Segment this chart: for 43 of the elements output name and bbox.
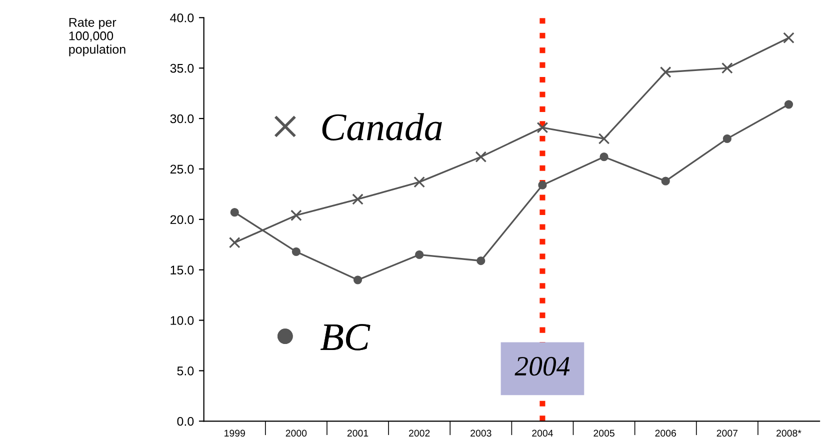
point: [598, 133, 610, 144]
y-tick-label: 30.0: [170, 114, 194, 124]
x-tick-label: 1999: [224, 430, 245, 437]
point: [661, 176, 670, 186]
x-tick-label: 2008*: [776, 430, 802, 437]
x-tick-label: 2000: [286, 430, 307, 437]
legend-label: Canada: [322, 113, 442, 140]
point: [228, 236, 240, 248]
point: [783, 32, 794, 44]
point: [414, 176, 426, 188]
point: [290, 210, 302, 222]
x-tick-label: 2002: [409, 430, 430, 437]
y-tick-label: 5.0: [177, 366, 194, 376]
point: [538, 180, 547, 190]
legend-label: BC: [320, 324, 370, 350]
point: [475, 151, 487, 163]
point: [353, 276, 362, 284]
point: [230, 208, 239, 217]
y-tick-label: 10.0: [170, 316, 194, 325]
point: [784, 100, 794, 109]
y-tick-label: 20.0: [170, 215, 194, 224]
point: [415, 250, 424, 260]
point: [476, 256, 486, 266]
point: [292, 247, 300, 256]
x-tick-label: 2004: [532, 430, 553, 437]
point: [600, 152, 608, 162]
point: [721, 62, 733, 74]
y-tick-label: 25.0: [170, 164, 194, 174]
y-tick-label: 35.0: [170, 64, 194, 73]
point: [660, 66, 672, 78]
y-tick-label: 40.0: [170, 13, 194, 22]
ref-line-label: 2004: [514, 356, 570, 376]
y-tick-label: 0.0: [177, 416, 194, 426]
point: [722, 134, 732, 143]
x-tick-label: 2003: [470, 430, 492, 437]
x-tick-label: 2005: [594, 430, 614, 437]
y-tick-label: 15.0: [170, 266, 194, 274]
point: [536, 122, 548, 134]
x-tick-label: 2007: [716, 430, 738, 437]
x-tick-label: 2001: [347, 430, 368, 437]
x-tick-label: 2006: [655, 430, 676, 437]
point: [352, 194, 364, 205]
y-axis-title: Rate per 100,000 population: [69, 18, 126, 56]
